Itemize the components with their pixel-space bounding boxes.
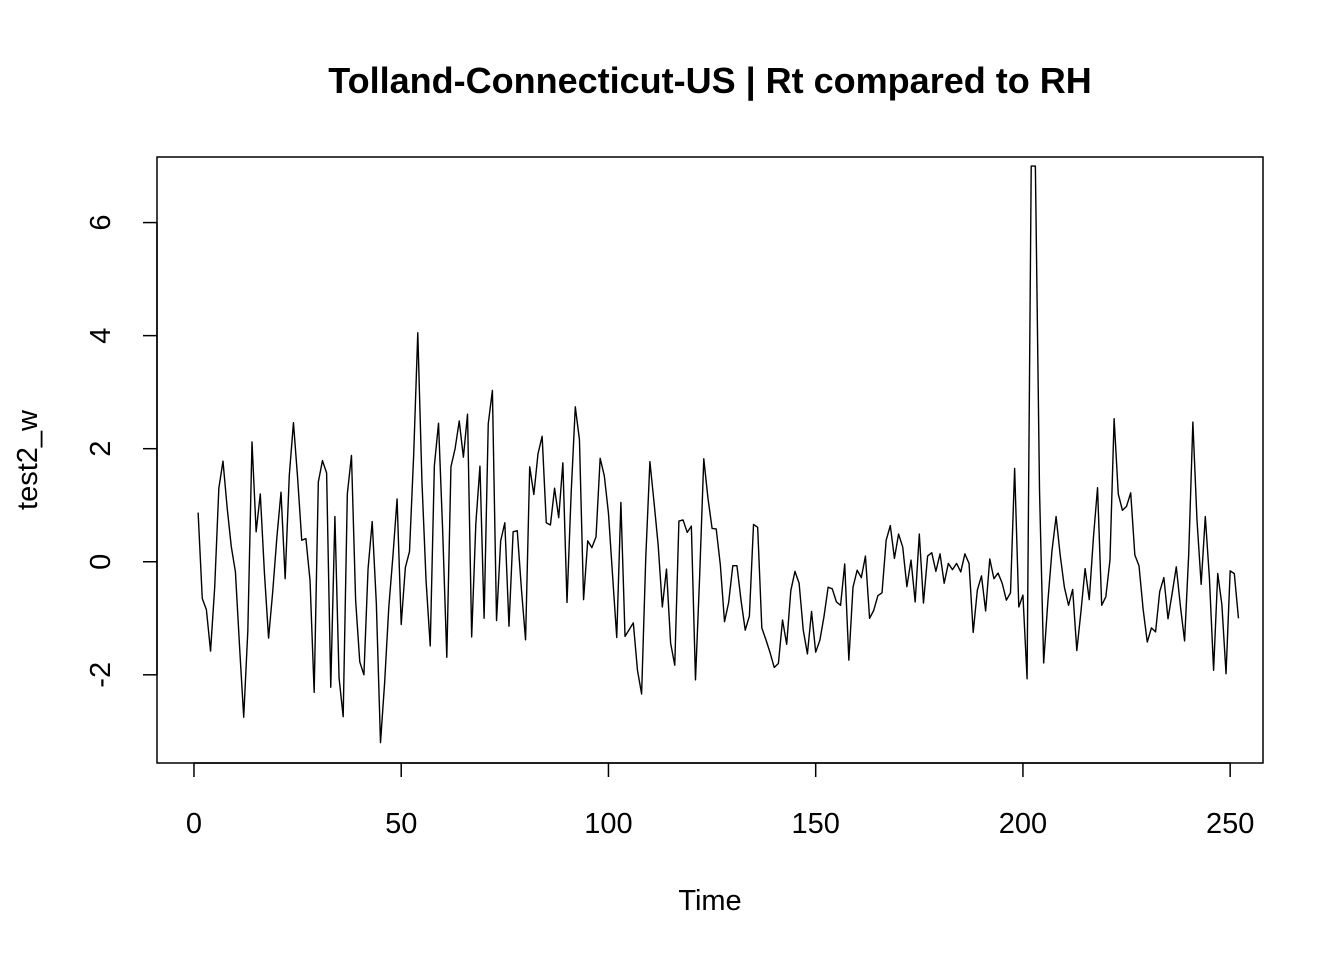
y-tick-label: 0 xyxy=(85,554,117,570)
x-tick-label: 100 xyxy=(584,808,632,840)
y-tick-label: 6 xyxy=(85,215,117,231)
plot-frame xyxy=(156,156,1264,764)
y-axis: -2 0 2 4 6 xyxy=(85,215,158,688)
y-tick-label: -2 xyxy=(85,662,117,688)
x-axis: 0 50 100 150 200 250 xyxy=(186,762,1254,840)
x-axis-label: Time xyxy=(678,885,741,917)
y-tick-label: 4 xyxy=(85,328,117,344)
x-tick-label: 150 xyxy=(791,808,839,840)
y-tick-label: 2 xyxy=(85,441,117,457)
series-line xyxy=(197,165,1240,744)
x-tick-label: 50 xyxy=(385,808,417,840)
y-axis-label: test2_w xyxy=(12,409,44,510)
x-tick-label: 250 xyxy=(1206,808,1254,840)
x-tick-label: 0 xyxy=(186,808,202,840)
x-tick-label: 200 xyxy=(999,808,1047,840)
chart-title: Tolland-Connecticut-US | Rt compared to … xyxy=(328,60,1091,102)
